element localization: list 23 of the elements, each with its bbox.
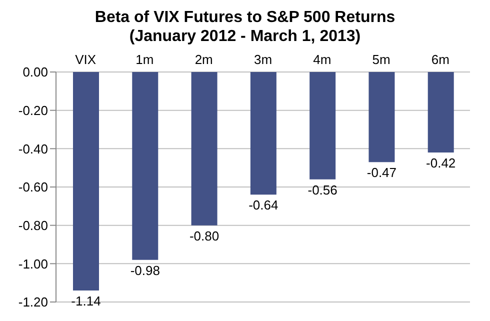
x-tick-label: 6m: [431, 52, 450, 67]
data-label: -0.98: [130, 262, 160, 278]
x-tick-label: VIX: [75, 52, 96, 67]
y-tick-label: -0.40: [18, 141, 48, 156]
y-tick-label: -1.00: [18, 256, 48, 272]
x-tick-label: 5m: [372, 52, 390, 67]
y-tick-label: -1.20: [18, 294, 48, 310]
chart-title: Beta of VIX Futures to S&P 500 Returns: [94, 8, 396, 27]
chart-subtitle: (January 2012 - March 1, 2013): [128, 27, 362, 46]
y-tick-label: 0.00: [22, 64, 48, 80]
x-tick-label: 1m: [136, 52, 154, 67]
data-label: -0.47: [366, 165, 397, 180]
y-tick-label: -0.80: [18, 218, 48, 233]
y-tick-label: -0.60: [18, 180, 48, 195]
x-tick-label: 3m: [254, 52, 272, 67]
data-label: -0.56: [308, 182, 338, 198]
data-label: -0.80: [189, 228, 220, 244]
y-tick-label: -0.20: [18, 102, 48, 118]
data-label: -0.64: [248, 198, 278, 213]
x-tick-label: 4m: [313, 52, 332, 67]
data-label: -1.14: [71, 294, 101, 308]
x-tick-label: 2m: [194, 52, 213, 67]
data-label: -0.42: [426, 156, 456, 170]
